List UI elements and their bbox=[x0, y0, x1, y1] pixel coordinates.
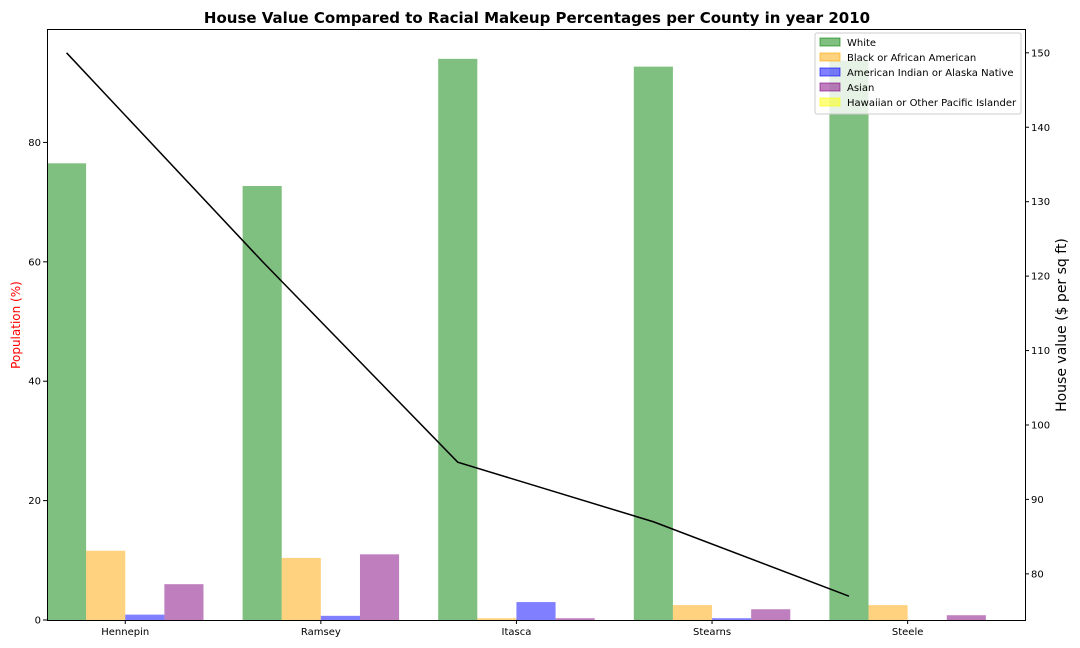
y-tick-label-right: 90 bbox=[1031, 495, 1044, 506]
bar-american-indian-or-alaska-native-ramsey bbox=[320, 615, 360, 620]
bars-layer bbox=[47, 58, 986, 621]
legend-swatch-american-indian-or-alaska-native bbox=[819, 67, 841, 77]
y-tick-label-right: 150 bbox=[1031, 48, 1050, 59]
plot-frame bbox=[47, 29, 1026, 621]
y-tick-label-left: 40 bbox=[28, 377, 41, 388]
x-tick-label-stearns: Stearns bbox=[693, 627, 731, 638]
y-tick-label-left: 20 bbox=[28, 496, 41, 507]
y-axis-label-left: Population (%) bbox=[9, 281, 23, 369]
bar-black-or-african-american-hennepin bbox=[86, 550, 126, 620]
y-tick-label-right: 100 bbox=[1031, 420, 1050, 431]
y-tick-label-right: 120 bbox=[1031, 272, 1050, 283]
bar-white-hennepin bbox=[47, 163, 87, 620]
y-tick-label-left: 60 bbox=[28, 257, 41, 268]
bar-asian-steele bbox=[946, 615, 986, 620]
bar-american-indian-or-alaska-native-stearns bbox=[712, 618, 752, 620]
legend-swatch-asian bbox=[819, 82, 841, 92]
legend-label-hawaiian-or-other-pacific-islander: Hawaiian or Other Pacific Islander bbox=[847, 98, 1017, 109]
x-tick-label-ramsey: Ramsey bbox=[301, 627, 341, 638]
y-tick-label-right: 110 bbox=[1031, 346, 1050, 357]
x-tick-label-itasca: Itasca bbox=[502, 627, 532, 638]
y-tick-label-left: 80 bbox=[28, 138, 41, 149]
legend-label-black-or-african-american: Black or African American bbox=[847, 53, 976, 64]
bar-black-or-african-american-ramsey bbox=[281, 557, 321, 620]
bar-asian-itasca bbox=[555, 618, 595, 620]
bar-black-or-african-american-stearns bbox=[672, 605, 713, 620]
bar-asian-hennepin bbox=[164, 584, 204, 620]
y-tick-label-right: 80 bbox=[1031, 569, 1044, 580]
y-axis-label-right: House value ($ per sq ft) bbox=[1054, 238, 1070, 412]
bar-american-indian-or-alaska-native-itasca bbox=[516, 602, 556, 620]
bar-asian-stearns bbox=[751, 609, 791, 620]
legend-box bbox=[814, 32, 1022, 115]
x-tick-label-steele: Steele bbox=[892, 627, 924, 638]
legend-swatch-hawaiian-or-other-pacific-islander bbox=[819, 97, 841, 107]
line-layer bbox=[66, 52, 850, 597]
y-axis-left: 0 20 40 60 80 bbox=[28, 138, 47, 627]
y-tick-label-right: 130 bbox=[1031, 197, 1050, 208]
legend-swatch-black-or-african-american bbox=[819, 52, 841, 62]
bar-asian-ramsey bbox=[359, 554, 400, 620]
bar-black-or-african-american-steele bbox=[868, 605, 908, 620]
x-tick-label-hennepin: Hennepin bbox=[101, 627, 149, 638]
y-tick-label-right: 140 bbox=[1031, 123, 1050, 134]
bar-white-stearns bbox=[633, 66, 673, 621]
y-tick-label-left: 0 bbox=[35, 616, 41, 627]
bar-black-or-african-american-itasca bbox=[477, 618, 517, 620]
legend-swatch-white bbox=[819, 37, 841, 47]
bar-white-ramsey bbox=[242, 186, 282, 620]
legend-label-american-indian-or-alaska-native: American Indian or Alaska Native bbox=[847, 68, 1014, 79]
bar-white-steele bbox=[829, 60, 869, 620]
chart-title: House Value Compared to Racial Makeup Pe… bbox=[204, 9, 870, 27]
y-axis-right: 80 90 100 110 120 130 140 150 bbox=[1025, 48, 1050, 580]
legend: White Black or African American American I… bbox=[814, 32, 1022, 115]
legend-label-asian: Asian bbox=[847, 83, 874, 94]
x-axis: Hennepin Ramsey Itasca Stearns Steele bbox=[101, 620, 923, 638]
legend-label-white: White bbox=[847, 38, 876, 49]
bar-american-indian-or-alaska-native-hennepin bbox=[125, 614, 165, 620]
bar-white-itasca bbox=[438, 58, 478, 621]
